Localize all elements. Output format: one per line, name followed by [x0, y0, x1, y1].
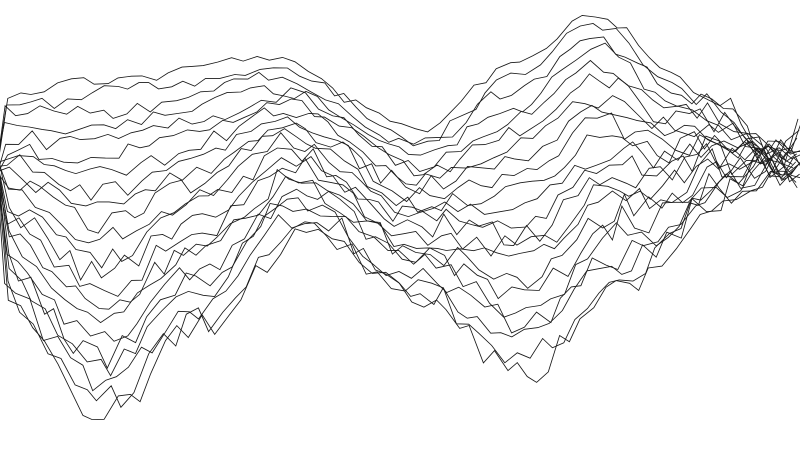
wave-line — [0, 142, 797, 281]
wave-line — [0, 59, 793, 172]
wave-line — [0, 139, 800, 342]
wave-line — [0, 124, 800, 409]
wave-line — [0, 112, 800, 207]
wave-line — [0, 23, 800, 173]
wave-line — [0, 36, 798, 189]
wave-lines-group — [0, 14, 800, 420]
wave-line — [0, 128, 800, 234]
wave-line — [0, 159, 794, 377]
wave-line — [0, 147, 800, 297]
wave-line — [0, 104, 800, 201]
wave-line — [0, 135, 800, 269]
wave-line — [0, 14, 794, 187]
wave-line — [0, 73, 800, 180]
wave-line — [0, 129, 800, 420]
wave-line — [0, 42, 797, 183]
wave-line — [0, 137, 798, 310]
wave-line — [0, 132, 800, 244]
wave-line — [0, 161, 797, 370]
